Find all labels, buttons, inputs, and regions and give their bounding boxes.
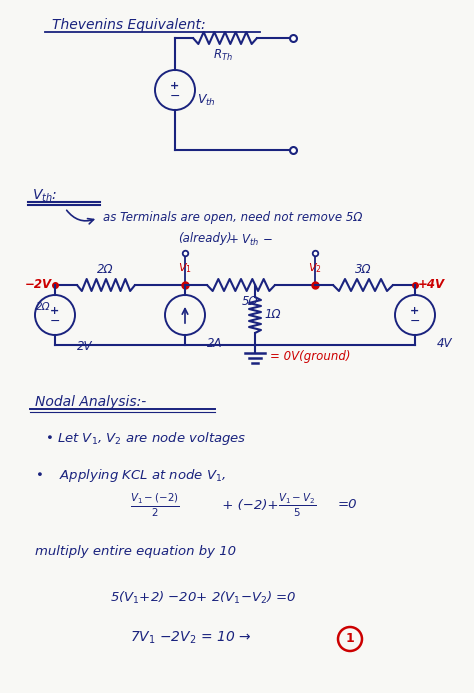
Text: •    Applying KCL at node $V_1$,: • Applying KCL at node $V_1$, [35, 467, 226, 484]
Text: $R_{Th}$: $R_{Th}$ [213, 48, 233, 63]
Text: + $V_{th}$ −: + $V_{th}$ − [228, 233, 273, 248]
Text: 2Ω: 2Ω [36, 302, 50, 312]
Text: as Terminals are open, need not remove 5Ω: as Terminals are open, need not remove 5… [103, 211, 363, 225]
Text: 5Ω: 5Ω [242, 295, 258, 308]
Text: +: + [170, 81, 180, 91]
Text: + (−2)+: + (−2)+ [218, 498, 279, 511]
Text: 2A: 2A [207, 337, 222, 350]
Text: 1Ω: 1Ω [264, 308, 281, 322]
Text: 3Ω: 3Ω [355, 263, 371, 276]
Text: (already): (already) [178, 232, 232, 245]
Text: =0: =0 [338, 498, 357, 511]
Text: −: − [50, 315, 60, 328]
Text: • Let $V_1$, $V_2$ are node voltages: • Let $V_1$, $V_2$ are node voltages [45, 430, 246, 447]
Text: 2Ω: 2Ω [97, 263, 113, 276]
Text: 1: 1 [346, 633, 355, 645]
Text: 2V: 2V [77, 340, 92, 353]
Text: +: + [410, 306, 419, 316]
Text: $V_{th}$: $V_{th}$ [197, 92, 216, 107]
Text: Thevenins Equivalent:: Thevenins Equivalent: [52, 18, 206, 32]
Text: $V_{th}$:: $V_{th}$: [32, 188, 57, 204]
Text: $\frac{V_1-(-2)}{2}$: $\frac{V_1-(-2)}{2}$ [130, 491, 180, 519]
Text: −2V: −2V [25, 279, 52, 292]
Text: $V_1$: $V_1$ [178, 261, 192, 275]
Text: $\frac{V_1-V_2}{5}$: $\frac{V_1-V_2}{5}$ [278, 491, 316, 518]
Text: 5($V_1$+2) −20+ 2($V_1$−$V_2$) =0: 5($V_1$+2) −20+ 2($V_1$−$V_2$) =0 [110, 590, 297, 606]
Text: +4V: +4V [418, 279, 445, 292]
Text: multiply entire equation by 10: multiply entire equation by 10 [35, 545, 236, 558]
Text: 4V: 4V [437, 337, 453, 350]
Text: +: + [50, 306, 60, 316]
Text: −: − [170, 89, 180, 103]
Text: −: − [410, 315, 420, 328]
Text: $V_2$: $V_2$ [308, 261, 322, 275]
Text: Nodal Analysis:-: Nodal Analysis:- [35, 395, 146, 409]
Text: 7$V_1$ −2$V_2$ = 10 →: 7$V_1$ −2$V_2$ = 10 → [130, 630, 251, 647]
Text: = 0V(ground): = 0V(ground) [270, 350, 350, 363]
